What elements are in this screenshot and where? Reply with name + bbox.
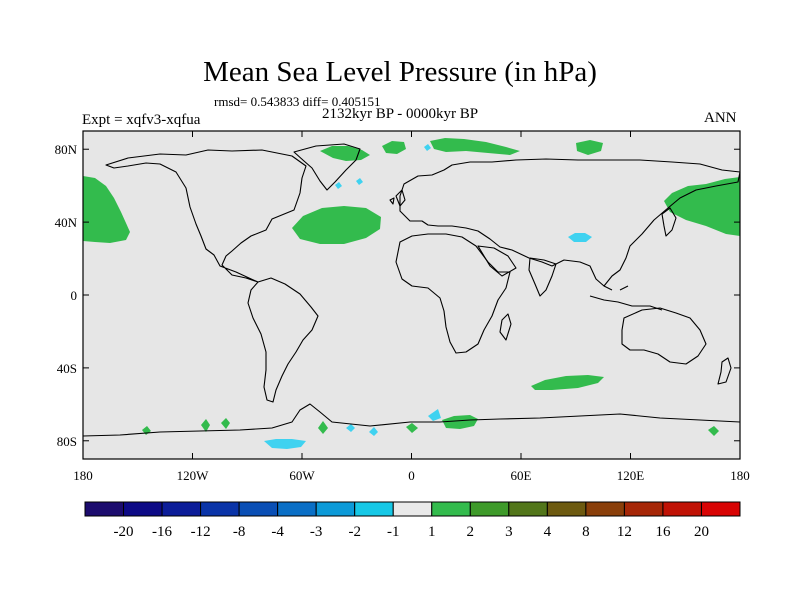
coastline-antarctica (82, 403, 741, 437)
colorbar-swatch (238, 501, 279, 517)
season-label: ANN (704, 110, 737, 126)
lat-tick-label: 0 (71, 288, 78, 303)
colorbar-label: 2 (467, 524, 475, 540)
map-contours (83, 138, 740, 449)
negative-anomaly-tibet (568, 233, 592, 242)
positive-anomaly-north-pacific-west (83, 176, 130, 243)
colorbar-label: 8 (582, 524, 590, 540)
positive-anomaly-antarctic-coast-east (442, 415, 478, 429)
coastlines (82, 143, 741, 437)
coastline-japan (661, 207, 677, 237)
positive-anomaly-greenland-east (382, 141, 406, 154)
coastline-africa (395, 233, 511, 354)
coastline-new-zealand (717, 357, 732, 385)
colorbar-swatch (623, 501, 664, 517)
lon-tick-label: 180 (730, 468, 750, 483)
colorbar-label: -2 (348, 524, 361, 540)
experiment-label: Expt = xqfv3-xqfua (82, 112, 201, 128)
colorbar: -20 -16 -12 -8 -4 -3 -2 -1 1 2 3 4 8 12 16 20 (84, 501, 741, 540)
colorbar-swatch (469, 501, 510, 517)
colorbar-label: 3 (505, 524, 513, 540)
map-title: Mean Sea Level Pressure (in hPa) (203, 56, 597, 88)
coastline-australia (621, 307, 707, 365)
colorbar-swatch (123, 501, 163, 517)
positive-anomaly-antarctic-coast-4 (406, 423, 418, 433)
lon-tick-label: 120W (177, 468, 210, 483)
lat-tick-label: 80N (55, 142, 78, 157)
colorbar-swatch (315, 501, 356, 517)
colorbar-swatch (508, 501, 548, 517)
positive-anomaly-antarctic-coast-3 (318, 421, 328, 434)
coastline-south-america (247, 277, 319, 403)
coastline-british-isles (389, 189, 406, 207)
colorbar-swatch (585, 501, 625, 517)
lon-tick-label: 120E (617, 468, 645, 483)
period-label: 2132kyr BP - 0000kyr BP (322, 106, 479, 122)
positive-anomaly-north-atlantic (292, 206, 381, 244)
coastline-indonesia (589, 285, 663, 311)
positive-anomaly-arctic-east (576, 140, 603, 155)
axis-labels: 180 120W 60W 0 60E 120E 180 80N 40N 0 40S 80S (55, 142, 750, 483)
coastline-greenland (293, 143, 361, 191)
stats-text: rmsd= 0.543833 diff= 0.405151 (214, 94, 381, 109)
lon-tick-label: 60W (289, 468, 315, 483)
negative-anomaly-arctic-1 (335, 182, 342, 189)
negative-anomaly-arctic-2 (356, 178, 363, 185)
lon-tick-label: 180 (73, 468, 93, 483)
colorbar-label: 20 (694, 524, 709, 540)
negative-anomaly-weddell (264, 439, 306, 449)
negative-anomaly-antarctic-coast (428, 409, 441, 421)
colorbar-swatch (546, 501, 587, 517)
colorbar-label: 4 (544, 524, 552, 540)
positive-anomaly-antarctic-coast-2 (221, 418, 230, 429)
map-background (83, 131, 740, 459)
positive-anomaly-arctic-siberia (430, 138, 520, 155)
colorbar-swatch (431, 501, 471, 517)
colorbar-swatch (161, 501, 202, 517)
lat-tick-label: 40S (57, 361, 77, 376)
colorbar-swatch (700, 501, 741, 517)
coastline-india (528, 257, 557, 297)
coastline-madagascar (499, 313, 512, 341)
positive-anomaly-southern-ocean (531, 375, 604, 390)
colorbar-swatch (662, 501, 702, 517)
negative-anomaly-antarctic-coast-2 (346, 424, 355, 432)
colorbar-label: -8 (233, 524, 246, 540)
coastline-eurasia (399, 158, 741, 287)
map-ticks (82, 131, 741, 459)
positive-anomaly-north-pacific-east (664, 177, 740, 236)
colorbar-label: -1 (387, 524, 400, 540)
negative-anomaly-antarctic-coast-3 (369, 427, 378, 436)
coastline-arabia (477, 245, 517, 277)
colorbar-label: 1 (428, 524, 436, 540)
lat-tick-label: 40N (55, 215, 78, 230)
colorbar-label: -3 (310, 524, 323, 540)
lat-tick-label: 80S (57, 434, 77, 449)
colorbar-label: -20 (114, 524, 134, 540)
positive-anomaly-antarctic-coast-5 (708, 426, 719, 436)
colorbar-label: 16 (655, 524, 671, 540)
colorbar-swatch (277, 501, 317, 517)
colorbar-label: -16 (152, 524, 172, 540)
colorbar-swatch (84, 501, 125, 517)
colorbar-label: -12 (191, 524, 211, 540)
colorbar-label: -4 (271, 524, 284, 540)
lon-tick-label: 0 (408, 468, 415, 483)
lon-tick-label: 60E (511, 468, 532, 483)
colorbar-label: 12 (617, 524, 632, 540)
positive-anomaly-antarctic-coast-peninsula (201, 419, 210, 432)
colorbar-swatch (392, 501, 433, 517)
negative-anomaly-arctic-3 (424, 144, 431, 151)
colorbar-swatch (200, 501, 240, 517)
colorbar-swatch (354, 501, 394, 517)
